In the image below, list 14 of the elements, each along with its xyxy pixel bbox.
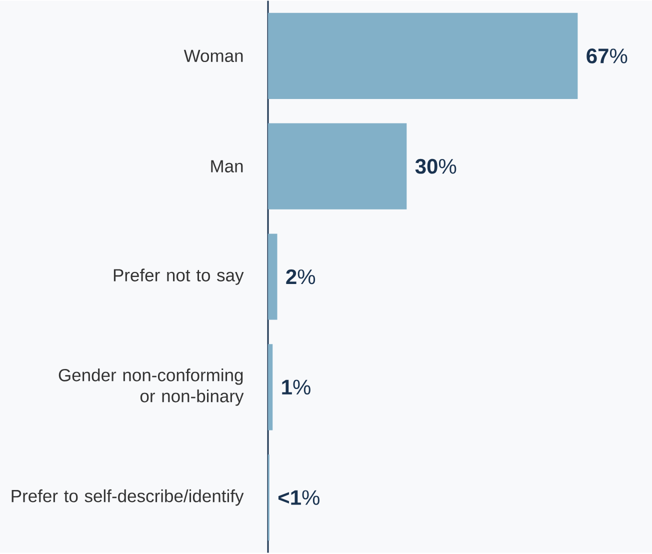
data-label: 30%	[415, 159, 456, 174]
bar	[268, 124, 407, 210]
data-label: 2%	[286, 270, 316, 284]
y-tick-label: Woman	[184, 50, 243, 62]
data-label: <1%	[278, 490, 320, 506]
y-tick-label: Gender non-conforming or non-binary	[58, 368, 244, 406]
y-tick-label: Prefer to self-describe/identify	[12, 490, 244, 506]
bar	[268, 234, 278, 320]
bar	[268, 344, 273, 430]
bar	[268, 13, 578, 100]
data-label: 67%	[586, 48, 628, 64]
data-label: 1%	[282, 380, 310, 395]
y-tick-label: Man	[211, 160, 243, 173]
y-tick-label: Prefer not to say	[114, 268, 244, 286]
